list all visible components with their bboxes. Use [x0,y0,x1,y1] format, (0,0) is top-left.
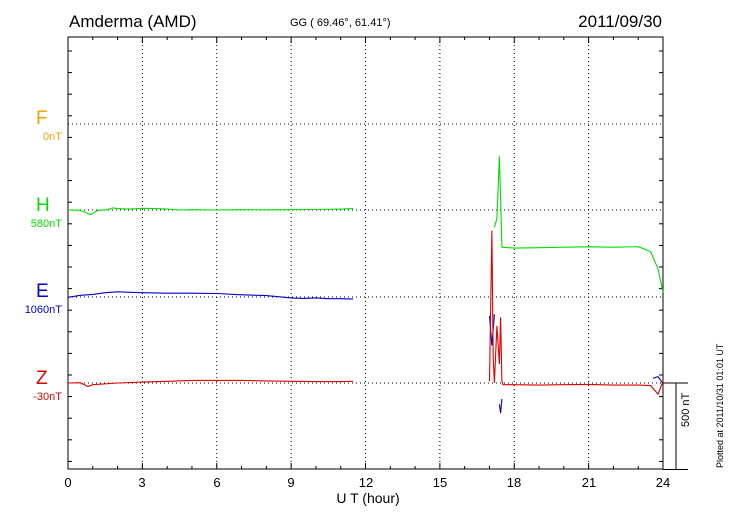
x-tick-label: 9 [287,475,295,490]
series-line-h [493,156,664,293]
scale-bar-label: 500 nT [680,392,692,427]
plotted-timestamp: Plotted at 2011/10/31 01:01 UT [715,343,725,468]
scale-bar [663,382,688,470]
data-traces [67,156,664,413]
x-tick-label: 21 [581,475,597,490]
series-line-e [67,291,354,300]
channel-name-h: H [36,195,50,216]
series-line-z [67,379,354,388]
x-tick-label: 12 [358,475,374,490]
channel-baseline-f: 0nT [43,131,62,143]
series-line-e [498,399,503,413]
x-tick-label: 24 [655,475,671,490]
station-name: Amderma (AMD) [69,12,197,31]
channel-name-z: Z [36,368,48,389]
channel-baseline-e: 1060nT [24,304,62,316]
x-tick-label: 3 [138,475,146,490]
x-tick-label: 18 [506,475,522,490]
channel-name-e: E [36,281,49,302]
series-line-e [652,375,664,384]
x-axis-label: U T (hour) [336,490,400,506]
x-tick-label: 0 [64,475,72,490]
channel-baseline-z: -30nT [33,391,62,403]
grid-lines [68,37,663,469]
series-line-z [488,230,664,396]
series-line-h [67,207,354,216]
plot-date: 2011/09/30 [578,12,662,31]
x-tick-label: 6 [213,475,221,490]
channel-baseline-h: 580nT [30,218,62,230]
channel-name-f: F [36,108,48,129]
axis-ticks [67,37,664,469]
x-tick-label: 15 [432,475,448,490]
station-coordinates: GG ( 69.46°, 61.41°) [290,17,391,29]
